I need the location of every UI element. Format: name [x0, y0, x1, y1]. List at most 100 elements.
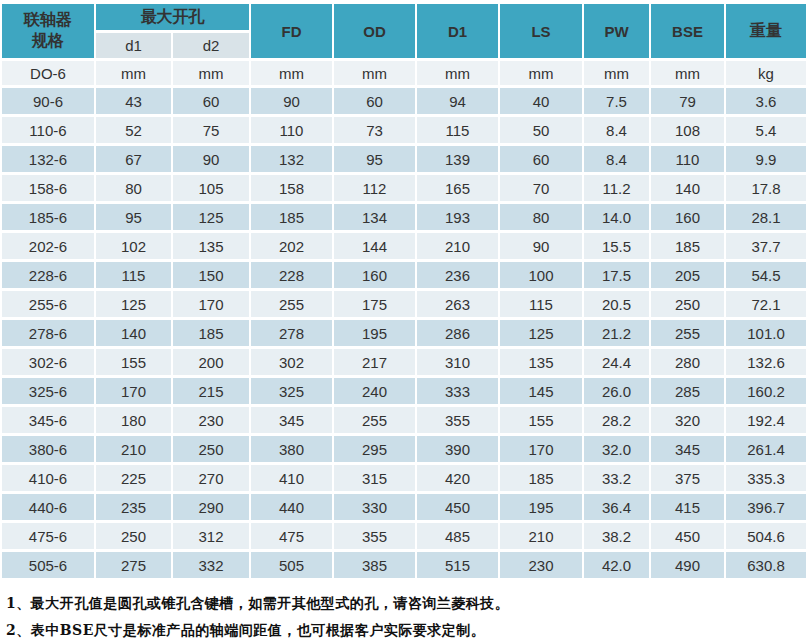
table-cell: 28.2: [584, 407, 649, 433]
table-cell: 210: [96, 436, 171, 462]
table-cell: 325-6: [2, 378, 94, 404]
subcolumn-header-d2: d2: [173, 33, 249, 58]
table-cell: 278-6: [2, 320, 94, 346]
table-cell: 450: [417, 494, 498, 520]
table-cell: 202-6: [2, 233, 94, 259]
table-cell: 180: [96, 407, 171, 433]
table-row: 440-623529044033045019536.4415396.7: [2, 494, 806, 520]
table-cell: 50: [500, 117, 582, 143]
table-cell: 475: [251, 523, 332, 549]
table-cell: 100: [500, 262, 582, 288]
table-cell: 110: [651, 146, 724, 172]
table-cell: 505: [251, 552, 332, 578]
table-cell: 170: [500, 436, 582, 462]
table-cell: 5.4: [726, 117, 806, 143]
table-cell: 140: [96, 320, 171, 346]
table-cell: 132: [251, 146, 332, 172]
table-cell: 217: [334, 349, 415, 375]
table-cell: 185-6: [2, 204, 94, 230]
table-cell: 195: [500, 494, 582, 520]
table-cell: 135: [500, 349, 582, 375]
table-cell: 79: [651, 88, 724, 114]
table-cell: 210: [417, 233, 498, 259]
table-cell: 236: [417, 262, 498, 288]
table-cell: 215: [173, 378, 249, 404]
table-cell: 630.8: [726, 552, 806, 578]
table-cell: 155: [500, 407, 582, 433]
table-cell: 105: [173, 175, 249, 201]
units-cell: mm: [500, 61, 582, 85]
table-row: 410-622527041031542018533.2375335.3: [2, 465, 806, 491]
table-cell: 94: [417, 88, 498, 114]
table-cell: 375: [651, 465, 724, 491]
table-cell: 80: [500, 204, 582, 230]
table-cell: 230: [173, 407, 249, 433]
table-cell: 175: [334, 291, 415, 317]
table-cell: 275: [96, 552, 171, 578]
table-cell: 315: [334, 465, 415, 491]
units-cell: DO-6: [2, 61, 94, 85]
units-cell: mm: [96, 61, 171, 85]
table-cell: 37.7: [726, 233, 806, 259]
table-cell: 38.2: [584, 523, 649, 549]
column-header-coupling-spec-line2: 规格: [32, 32, 64, 49]
table-cell: 415: [651, 494, 724, 520]
table-cell: 3.6: [726, 88, 806, 114]
column-header-coupling-spec-line1: 联轴器: [24, 11, 72, 28]
table-cell: 158: [251, 175, 332, 201]
table-cell: 335.3: [726, 465, 806, 491]
table-cell: 504.6: [726, 523, 806, 549]
table-cell: 90: [500, 233, 582, 259]
table-cell: 185: [251, 204, 332, 230]
table-cell: 60: [173, 88, 249, 114]
table-cell: 225: [96, 465, 171, 491]
table-cell: 40: [500, 88, 582, 114]
table-cell: 170: [96, 378, 171, 404]
table-cell: 158-6: [2, 175, 94, 201]
table-cell: 250: [96, 523, 171, 549]
table-cell: 255: [651, 320, 724, 346]
table-cell: 250: [173, 436, 249, 462]
column-header-pw: PW: [584, 4, 649, 58]
table-cell: 11.2: [584, 175, 649, 201]
table-cell: 110-6: [2, 117, 94, 143]
units-cell: mm: [173, 61, 249, 85]
table-cell: 36.4: [584, 494, 649, 520]
column-header-d1-outer: D1: [417, 4, 498, 58]
table-cell: 60: [334, 88, 415, 114]
table-cell: 410-6: [2, 465, 94, 491]
table-row: 380-621025038029539017032.0345261.4: [2, 436, 806, 462]
table-cell: 302: [251, 349, 332, 375]
table-cell: 72.1: [726, 291, 806, 317]
table-cell: 485: [417, 523, 498, 549]
units-row: DO-6 mm mm mm mm mm mm mm mm kg: [2, 61, 806, 85]
table-cell: 380-6: [2, 436, 94, 462]
table-row: 345-618023034525535515528.2320192.4: [2, 407, 806, 433]
table-cell: 515: [417, 552, 498, 578]
table-cell: 160: [651, 204, 724, 230]
table-cell: 60: [500, 146, 582, 172]
table-cell: 505-6: [2, 552, 94, 578]
table-cell: 139: [417, 146, 498, 172]
table-cell: 90: [173, 146, 249, 172]
table-cell: 390: [417, 436, 498, 462]
table-row: 202-61021352021442109015.518537.7: [2, 233, 806, 259]
table-cell: 140: [651, 175, 724, 201]
table-cell: 235: [96, 494, 171, 520]
table-cell: 80: [96, 175, 171, 201]
table-cell: 490: [651, 552, 724, 578]
table-cell: 108: [651, 117, 724, 143]
table-cell: 355: [334, 523, 415, 549]
table-cell: 14.0: [584, 204, 649, 230]
table-cell: 228: [251, 262, 332, 288]
footnotes: 1、最大开孔值是圆孔或锥孔含键槽，如需开其他型式的孔，请咨询兰菱科技。 2、表中…: [6, 594, 812, 639]
column-header-weight: 重量: [726, 4, 806, 58]
table-cell: 263: [417, 291, 498, 317]
table-cell: 144: [334, 233, 415, 259]
table-cell: 302-6: [2, 349, 94, 375]
table-row: 475-625031247535548521038.2450504.6: [2, 523, 806, 549]
table-row: 132-6679013295139608.41109.9: [2, 146, 806, 172]
table-cell: 475-6: [2, 523, 94, 549]
table-cell: 205: [651, 262, 724, 288]
table-cell: 195: [334, 320, 415, 346]
